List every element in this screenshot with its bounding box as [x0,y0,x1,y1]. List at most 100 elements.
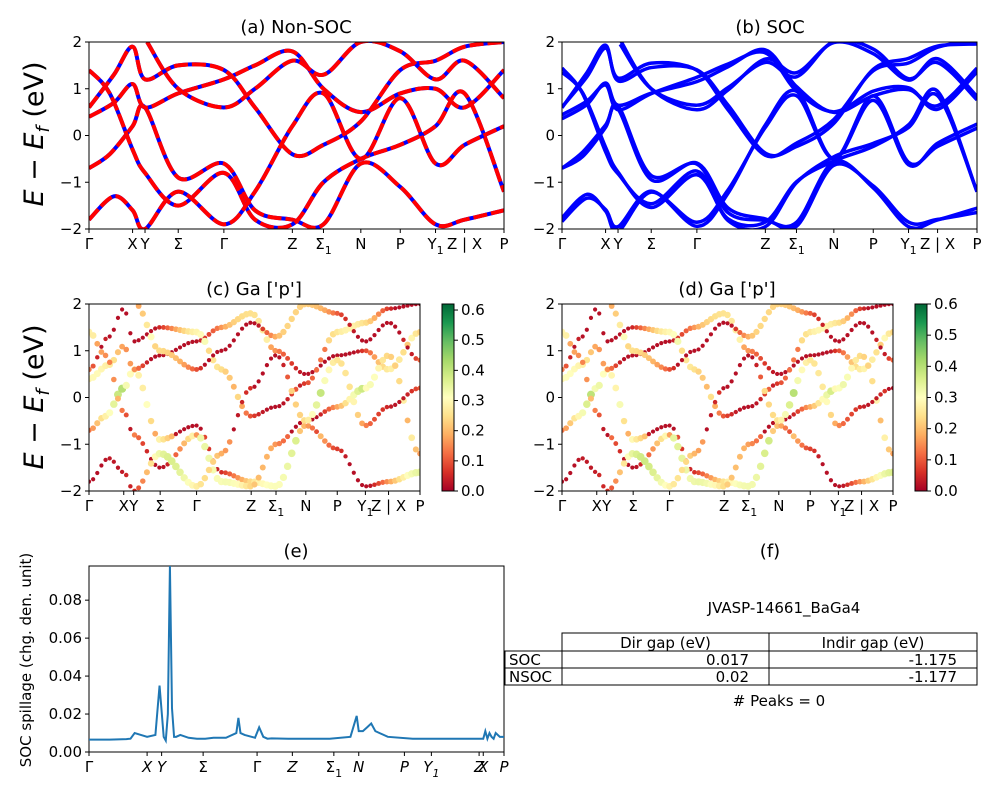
projected-point [384,306,390,312]
projected-point [264,407,270,412]
projected-point [704,473,710,479]
projected-point [674,442,682,451]
projected-point [268,445,274,452]
projected-point [612,384,620,392]
projected-point [832,420,838,427]
projected-point [247,413,253,419]
projected-point [235,332,241,337]
projected-point [799,309,805,315]
projected-point [268,356,274,361]
projected-point [239,403,246,410]
projected-point [667,423,672,428]
projected-point [580,334,585,339]
xtick-label: P [888,497,897,515]
projected-point [848,364,856,372]
projected-point [703,383,710,390]
projected-point [781,410,789,419]
projected-point [613,478,619,484]
projected-point [737,363,743,368]
projected-point [219,470,224,475]
projected-point [364,484,369,489]
projected-point [177,345,183,350]
projected-point [845,333,850,338]
projected-point [370,373,379,381]
xtick-label: Y [128,497,139,515]
projected-point [761,315,768,323]
projected-point [625,430,632,437]
projected-point [413,304,418,307]
projected-point [758,396,763,402]
projected-point [812,312,817,318]
projected-point [263,453,270,460]
panel-f-title: (f) [760,541,780,562]
ylabel-unit-2: (eV) [19,325,50,390]
projected-point [799,356,805,361]
projected-point [605,339,610,344]
projected-point [667,339,672,344]
projected-point [359,338,365,343]
projected-point [367,318,374,325]
projected-point [845,482,850,488]
xtick-label: Σ [173,235,182,253]
projected-point [754,362,759,368]
xtick-label: Y1 [426,235,443,257]
projected-point [363,348,369,354]
colorbar-tick-label: 0.1 [934,451,958,469]
ylabel-f-sub-2: f [33,387,54,396]
projected-point [857,306,863,312]
projected-point [704,338,709,343]
projected-point [114,349,122,356]
projected-point [729,323,734,328]
colorbar-tick-label: 0.3 [934,389,958,407]
projected-point [128,426,133,432]
projected-point [264,330,270,336]
projected-point [782,375,788,381]
xtick-label: P [499,758,509,776]
projected-point [119,469,125,475]
projected-point [93,370,101,378]
projected-point [368,483,373,488]
projected-point [758,356,764,361]
projected-point [190,423,195,429]
projected-point [231,427,236,432]
projected-point [724,481,731,488]
projected-point [562,479,565,484]
projected-point [376,327,381,333]
projected-point [861,321,867,326]
table-row-label: NSOC [509,668,552,686]
table-footer: # Peaks = 0 [733,692,825,710]
projected-point [90,363,96,369]
projected-point [563,363,569,369]
projected-point [646,431,652,437]
projected-point [725,384,730,389]
projected-point [331,354,336,359]
projected-point [201,442,209,451]
projected-point [310,370,315,375]
projected-point [384,404,390,410]
projected-point [646,347,651,353]
projected-point [157,353,162,358]
panel-f: (f) JVASP-14661_BaGa4 Dir gap (eV) Indir g… [504,541,978,710]
projected-point [127,360,134,367]
projected-point [366,380,374,389]
projected-point [243,390,249,395]
xtick-label: Z [286,758,298,776]
projected-point [312,401,321,409]
projected-point [103,336,108,342]
projected-point [305,423,312,429]
projected-point [608,371,616,379]
projected-point [260,326,266,332]
projected-point [593,307,598,312]
projected-point [765,401,773,408]
xtick-label: Z | X [844,497,879,515]
colorbar-tick-label: 0.4 [934,357,958,375]
xtick-label: Γ [693,235,702,253]
projected-point [770,369,776,375]
projected-point [816,352,821,357]
projected-point [890,357,893,363]
spillage-line [89,565,504,745]
projected-point [840,350,846,356]
colorbar-tick-label: 0.4 [461,361,485,379]
